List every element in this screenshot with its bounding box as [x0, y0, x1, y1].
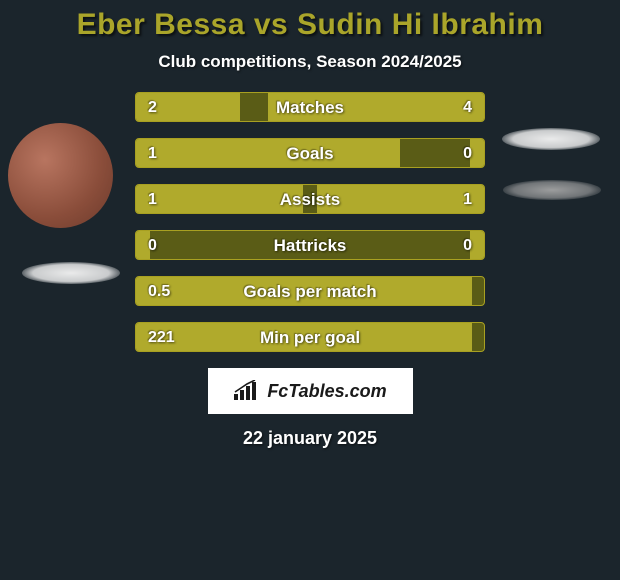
stat-row: 10Goals [135, 138, 485, 168]
player-left-avatar [8, 123, 113, 228]
date-text: 22 january 2025 [0, 428, 620, 449]
fctables-label: FcTables.com [267, 381, 386, 402]
stat-label: Matches [136, 93, 484, 122]
stat-label: Assists [136, 185, 484, 214]
player-right-shadow-2 [503, 180, 601, 200]
player-right-shadow-1 [502, 128, 600, 150]
stat-row: 24Matches [135, 92, 485, 122]
page-title: Eber Bessa vs Sudin Hi Ibrahim [0, 8, 620, 42]
stat-label: Goals [136, 139, 484, 168]
stat-row: 221Min per goal [135, 322, 485, 352]
stat-label: Min per goal [136, 323, 484, 352]
stat-row: 0.5Goals per match [135, 276, 485, 306]
comparison-card: Eber Bessa vs Sudin Hi Ibrahim Club comp… [0, 0, 620, 580]
player-left-shadow [22, 262, 120, 284]
stats-block: 24Matches 10Goals 11Assists 00Hattricks 0.5G… [135, 92, 485, 352]
stat-label: Goals per match [136, 277, 484, 306]
stat-row: 00Hattricks [135, 230, 485, 260]
fctables-badge: FcTables.com [208, 368, 413, 414]
stat-row: 11Assists [135, 184, 485, 214]
subtitle: Club competitions, Season 2024/2025 [0, 52, 620, 72]
stat-label: Hattricks [136, 231, 484, 260]
fctables-icon [233, 380, 261, 402]
